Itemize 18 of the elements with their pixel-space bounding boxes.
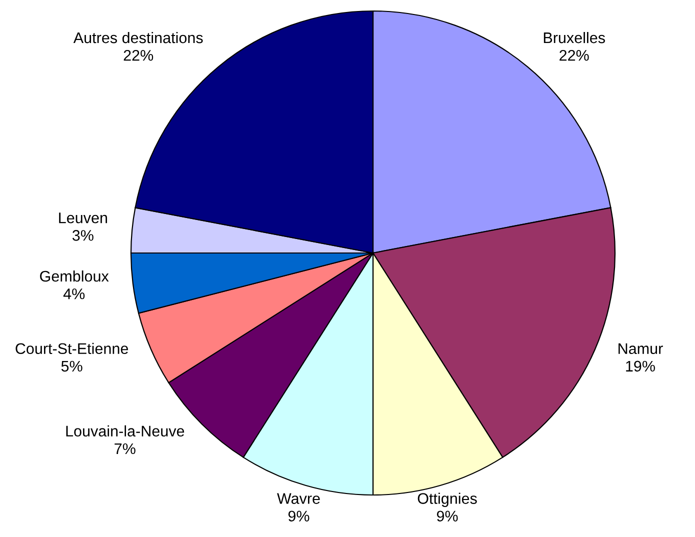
slice-label: Gembloux [40, 270, 109, 282]
data-label: 9% [288, 510, 310, 522]
slice-label: Louvain-la-Neuve [66, 425, 184, 437]
data-label: 5% [61, 360, 82, 372]
data-label: 22% [124, 50, 154, 61]
data-label: 22% [560, 50, 589, 61]
slice-label: Ottignies [418, 492, 477, 507]
data-label: 9% [436, 510, 458, 522]
slice-label: Leuven [59, 212, 107, 224]
data-label: 7% [114, 443, 136, 454]
slice-label: Autres destinations [73, 32, 203, 44]
slice-label: Bruxelles [544, 32, 605, 44]
slice-label: Court-St-Etienne [16, 342, 128, 354]
data-label: 19% [626, 360, 655, 372]
slice-label: Wavre [277, 493, 320, 504]
slice-label: Namur [618, 343, 663, 354]
data-label: 3% [72, 230, 94, 241]
data-label: 4% [63, 288, 85, 300]
